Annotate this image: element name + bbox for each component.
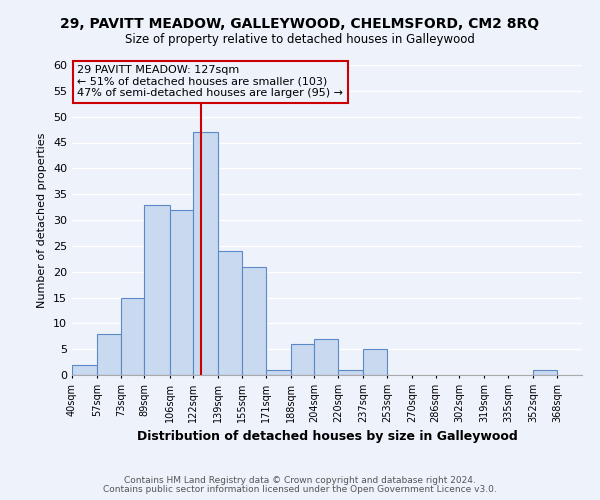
Y-axis label: Number of detached properties: Number of detached properties [37, 132, 47, 308]
Bar [338, 370, 363, 375]
Bar [533, 370, 557, 375]
Bar [145, 204, 170, 375]
Bar [97, 334, 121, 375]
Bar [170, 210, 193, 375]
Bar [72, 364, 97, 375]
Text: 29 PAVITT MEADOW: 127sqm
← 51% of detached houses are smaller (103)
47% of semi-: 29 PAVITT MEADOW: 127sqm ← 51% of detach… [77, 65, 343, 98]
Bar [314, 339, 338, 375]
Bar [193, 132, 218, 375]
Text: Contains public sector information licensed under the Open Government Licence v3: Contains public sector information licen… [103, 485, 497, 494]
X-axis label: Distribution of detached houses by size in Galleywood: Distribution of detached houses by size … [137, 430, 517, 444]
Bar [121, 298, 145, 375]
Bar [242, 266, 266, 375]
Text: 29, PAVITT MEADOW, GALLEYWOOD, CHELMSFORD, CM2 8RQ: 29, PAVITT MEADOW, GALLEYWOOD, CHELMSFOR… [61, 18, 539, 32]
Text: Contains HM Land Registry data © Crown copyright and database right 2024.: Contains HM Land Registry data © Crown c… [124, 476, 476, 485]
Text: Size of property relative to detached houses in Galleywood: Size of property relative to detached ho… [125, 32, 475, 46]
Bar [218, 251, 242, 375]
Bar [266, 370, 291, 375]
Bar [291, 344, 314, 375]
Bar [363, 349, 387, 375]
